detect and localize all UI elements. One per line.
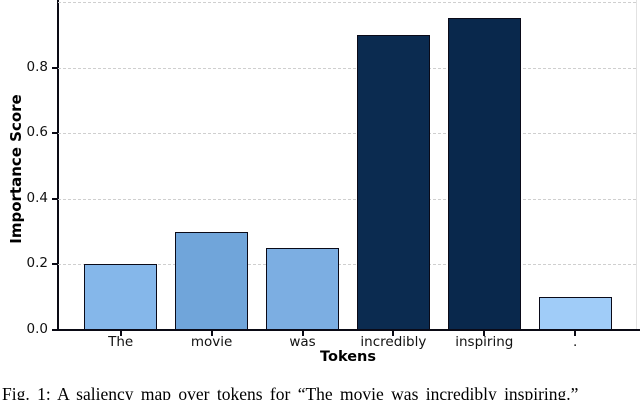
x-tick-mark (119, 331, 122, 336)
y-tick-mark (52, 66, 57, 69)
bar (538, 297, 612, 330)
plot-right-border (636, 0, 637, 330)
y-tick-mark (52, 132, 57, 135)
y-tick-mark (52, 263, 57, 266)
bar (266, 248, 339, 330)
x-tick-label: was (289, 334, 316, 350)
x-tick-mark (483, 331, 486, 336)
bar (447, 18, 521, 330)
x-tick-mark (392, 331, 395, 336)
x-axis-line (57, 329, 640, 331)
y-tick-mark (52, 329, 57, 331)
x-tick-label: incredibly (360, 334, 427, 350)
y-tick-label: 0.4 (26, 189, 48, 206)
y-tick-label: 0.8 (26, 58, 48, 75)
x-tick-label: movie (190, 334, 233, 350)
bar (84, 264, 158, 330)
y-tick-label: 0.2 (26, 255, 48, 272)
gridline (58, 133, 636, 135)
bar (357, 34, 430, 330)
x-tick-label: The (108, 334, 134, 350)
x-tick-mark (574, 331, 577, 336)
gridline (58, 264, 636, 266)
y-tick-label: 0.6 (26, 124, 48, 141)
x-tick-label: inspiring (455, 334, 514, 350)
x-axis-title: Tokens (320, 349, 376, 365)
x-tick-label: . (573, 334, 578, 350)
y-axis-line (57, 0, 59, 331)
gridline (58, 67, 636, 69)
x-tick-mark (210, 331, 213, 336)
x-tick-mark (301, 331, 304, 336)
gridline (58, 198, 636, 200)
y-tick-mark (52, 197, 57, 200)
gridline (58, 2, 636, 3)
figure-caption: Fig. 1: A saliency map over tokens for “… (2, 384, 579, 400)
y-tick-label: 0.0 (26, 321, 48, 337)
bar (175, 231, 248, 330)
y-axis-title: Importance Score (7, 94, 25, 244)
